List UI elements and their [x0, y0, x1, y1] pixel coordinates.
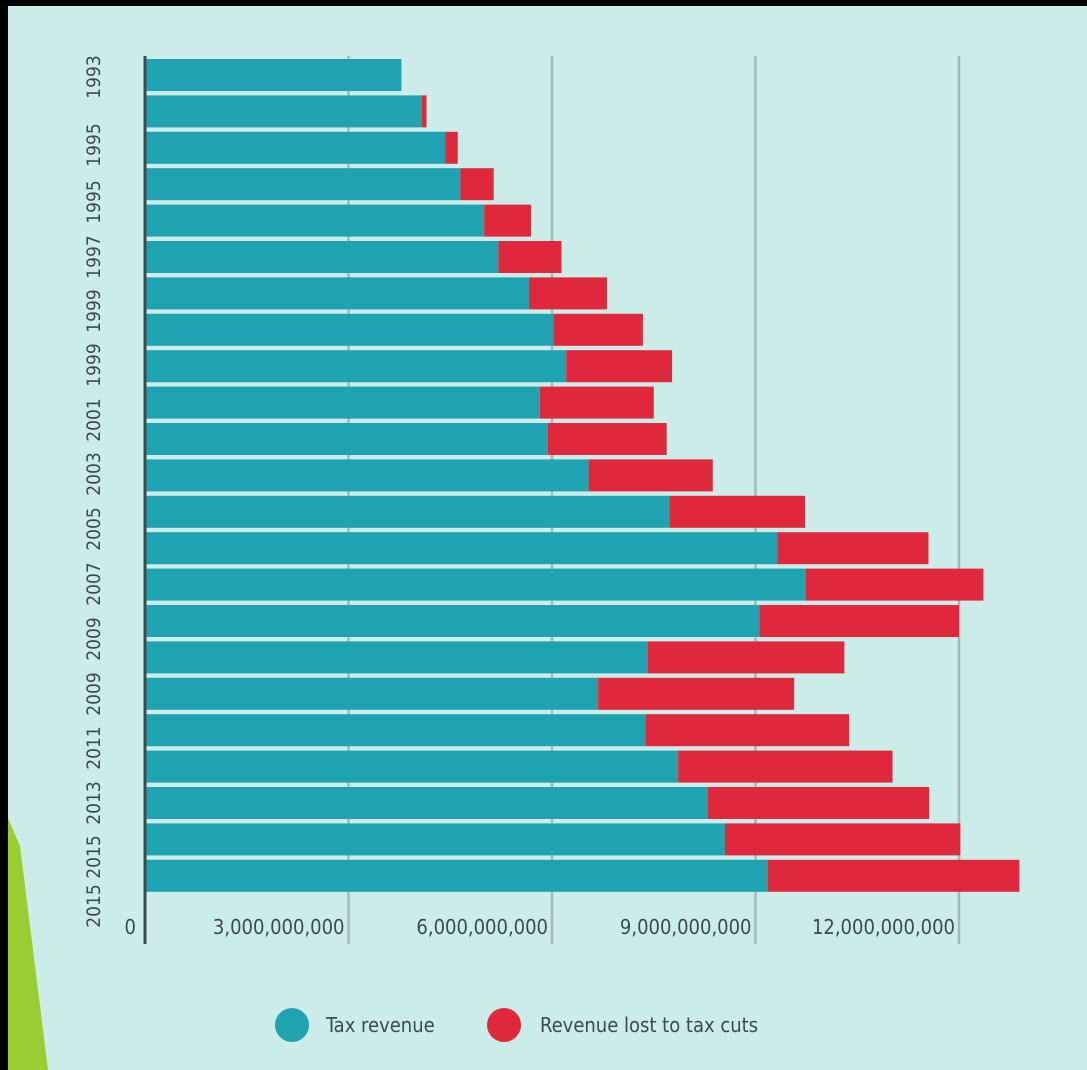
bar-tax-revenue[interactable]: [145, 641, 648, 674]
bar-tax-revenue[interactable]: [145, 859, 768, 892]
y-tick-label: 2009: [83, 672, 105, 716]
bar-revenue-lost[interactable]: [767, 859, 1020, 892]
x-tick-label: 6,000,000,000: [416, 915, 548, 939]
y-tick-label: 2005: [83, 507, 105, 551]
bar-tax-revenue[interactable]: [145, 459, 589, 492]
bar-revenue-lost[interactable]: [645, 714, 850, 747]
y-tick-label: 2011: [83, 726, 105, 770]
legend[interactable]: Tax revenue Revenue lost to tax cuts: [275, 1008, 758, 1042]
y-tick-label: 1999: [83, 289, 105, 333]
bar-revenue-lost[interactable]: [647, 641, 845, 674]
bar-tax-revenue[interactable]: [145, 277, 529, 310]
bar-revenue-lost[interactable]: [566, 350, 673, 383]
x-axis-labels: 0 3,000,000,000 6,000,000,000 9,000,000,000…: [125, 915, 955, 939]
bar-revenue-lost[interactable]: [421, 95, 427, 128]
bar-revenue-lost[interactable]: [669, 495, 806, 528]
bar-tax-revenue[interactable]: [145, 386, 540, 419]
bar-tax-revenue[interactable]: [145, 313, 554, 346]
x-tick-label: 12,000,000,000: [812, 915, 955, 939]
bar-tax-revenue[interactable]: [145, 677, 599, 710]
y-tick-label: 1997: [83, 235, 105, 279]
bar-tax-revenue[interactable]: [145, 241, 499, 273]
y-tick-label: 1993: [83, 55, 105, 99]
y-tick-label: 1995: [83, 123, 105, 167]
x-tick-label: 9,000,000,000: [620, 915, 752, 939]
bar-revenue-lost[interactable]: [547, 423, 667, 455]
bar-revenue-lost[interactable]: [805, 568, 984, 601]
y-tick-label: 2007: [83, 562, 105, 606]
bar-revenue-lost[interactable]: [708, 787, 930, 819]
bar-revenue-lost[interactable]: [498, 241, 562, 273]
chart-panel: 1993 1995 1995 1997 1999 1999 2001 2003 2005 2007…: [8, 6, 1087, 1070]
y-tick-label: 2013: [83, 781, 105, 825]
y-tick-label: 2001: [83, 398, 105, 442]
legend-swatch: [487, 1008, 521, 1042]
y-tick-label: 1995: [83, 180, 105, 224]
y-tick-label: 2003: [83, 452, 105, 496]
green-accent-shape: [8, 818, 48, 1070]
bar-tax-revenue[interactable]: [145, 350, 567, 383]
y-tick-label: 2015: [83, 884, 105, 928]
bar-tax-revenue[interactable]: [145, 750, 679, 783]
bar-tax-revenue[interactable]: [145, 59, 402, 91]
x-tick-label: 3,000,000,000: [213, 915, 345, 939]
bar-tax-revenue[interactable]: [145, 605, 760, 637]
bar-revenue-lost[interactable]: [528, 277, 607, 310]
bar-revenue-lost[interactable]: [539, 386, 654, 419]
x-tick-label: 0: [125, 915, 136, 939]
bar-revenue-lost[interactable]: [588, 459, 713, 492]
bar-revenue-lost[interactable]: [484, 204, 531, 237]
decorative-green-shape: [8, 818, 48, 1070]
bar-revenue-lost[interactable]: [445, 131, 458, 164]
bar-tax-revenue[interactable]: [145, 423, 548, 455]
bar-tax-revenue[interactable]: [145, 532, 778, 565]
bar-revenue-lost[interactable]: [598, 677, 795, 710]
legend-label: Revenue lost to tax cuts: [540, 1013, 758, 1037]
bar-tax-revenue[interactable]: [145, 204, 485, 237]
legend-item[interactable]: Tax revenue: [275, 1008, 435, 1042]
bar-tax-revenue[interactable]: [145, 568, 806, 601]
bar-tax-revenue[interactable]: [145, 168, 461, 201]
bar-tax-revenue[interactable]: [145, 823, 725, 856]
bars: [145, 59, 1020, 892]
stacked-bar-chart: 1993 1995 1995 1997 1999 1999 2001 2003 2005 2007…: [83, 55, 1020, 1042]
y-tick-label: 1999: [83, 343, 105, 387]
bar-revenue-lost[interactable]: [724, 823, 961, 856]
bar-revenue-lost[interactable]: [759, 605, 959, 637]
legend-swatch: [275, 1008, 309, 1042]
y-tick-label: 2015: [83, 835, 105, 879]
bar-tax-revenue[interactable]: [145, 95, 422, 128]
bar-tax-revenue[interactable]: [145, 787, 709, 819]
bar-revenue-lost[interactable]: [460, 168, 494, 201]
bar-tax-revenue[interactable]: [145, 131, 446, 164]
bar-revenue-lost[interactable]: [553, 313, 643, 346]
y-tick-label: 2009: [83, 617, 105, 661]
bar-tax-revenue[interactable]: [145, 714, 646, 747]
legend-label: Tax revenue: [325, 1013, 435, 1037]
y-axis-labels: 1993 1995 1995 1997 1999 1999 2001 2003 2005 2007…: [83, 55, 105, 928]
legend-item[interactable]: Revenue lost to tax cuts: [487, 1008, 758, 1042]
bar-tax-revenue[interactable]: [145, 495, 670, 528]
bar-revenue-lost[interactable]: [678, 750, 893, 783]
bar-revenue-lost[interactable]: [777, 532, 929, 565]
